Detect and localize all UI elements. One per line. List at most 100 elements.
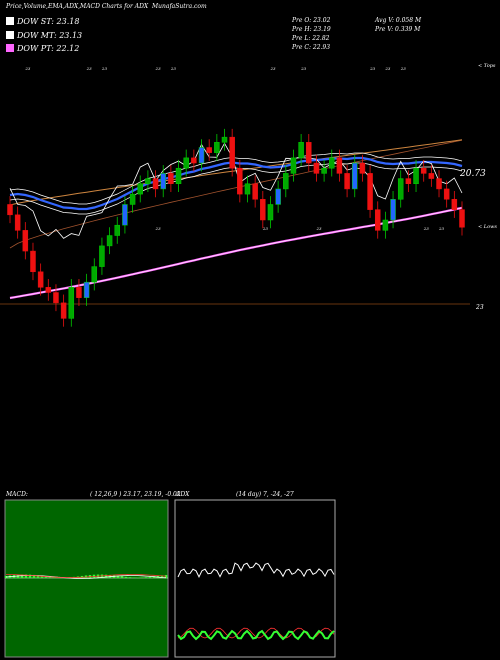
candle-body	[283, 173, 289, 190]
tops-label: < Tops	[478, 63, 496, 69]
top-marker: 23	[384, 66, 391, 71]
top-marker: 23	[369, 66, 376, 71]
candle-body	[252, 183, 258, 200]
candle-body	[275, 188, 281, 205]
candle-body	[168, 173, 174, 184]
adx-line	[177, 562, 335, 579]
top-marker: 23	[170, 66, 177, 71]
candle-body	[336, 157, 343, 174]
candle-body	[397, 178, 404, 200]
ohlc-low: Pre L: 22.82	[292, 35, 330, 42]
candle-body	[30, 250, 36, 273]
candle-body	[214, 142, 220, 153]
chart-header: Price,Volume,EMA,ADX,MACD Charts for ADX…	[6, 3, 207, 10]
candle-body	[45, 287, 52, 293]
candle-body	[298, 142, 304, 159]
candle-body	[390, 199, 396, 221]
candle-body	[206, 147, 212, 153]
candle-body	[321, 167, 327, 174]
legend-st: DOW ST: 23.18	[6, 17, 79, 26]
low-marker: 23	[315, 226, 322, 231]
candle-body	[122, 204, 128, 226]
ohlc-high: Pre H: 23.19	[292, 26, 331, 33]
ema-long-overlay	[9, 207, 463, 299]
top-marker: 23	[24, 66, 31, 71]
low-marker: 23	[423, 226, 430, 231]
candle-body	[191, 157, 197, 164]
ema-band-upper	[9, 152, 463, 205]
candle-body	[244, 183, 251, 195]
chart-title: Price,Volume,EMA,ADX,MACD Charts for ADX	[6, 3, 149, 10]
candle-body	[267, 204, 274, 221]
candle-body	[145, 178, 151, 184]
top-marker: 23	[155, 66, 162, 71]
candle-body	[351, 162, 358, 190]
trend-line-high	[9, 139, 463, 206]
top-marker: 23	[400, 66, 407, 71]
legend-pt: DOW PT: 22.12	[6, 44, 79, 53]
candle-body	[129, 193, 136, 205]
candle-body	[53, 292, 59, 304]
candle-body	[237, 167, 243, 195]
short-term-line	[9, 142, 463, 239]
low-marker: 23	[155, 226, 162, 231]
candle-body	[405, 178, 412, 184]
candle-body	[451, 199, 458, 210]
candle-body	[428, 173, 435, 179]
legend-swatch-mt	[6, 31, 14, 39]
candle-body	[413, 167, 419, 184]
adx-plus-di-line	[177, 629, 335, 641]
ema-band-lower	[9, 162, 463, 215]
ohlc-avg-volume: Avg V: 0.058 M	[375, 17, 422, 24]
site-name: MunafaSutra.com	[152, 3, 207, 10]
candle-body	[359, 162, 366, 174]
legend-swatch-pt	[6, 44, 14, 52]
ema-fast-line	[9, 156, 463, 211]
candle-body	[22, 230, 29, 252]
low-marker: 23	[438, 226, 445, 231]
candle-body	[367, 173, 373, 210]
legend-st-label: DOW ST: 23.18	[17, 17, 80, 26]
candle-body	[83, 281, 90, 298]
candle-body	[290, 157, 297, 174]
candle-body	[160, 173, 166, 190]
candle-body	[420, 167, 427, 174]
legend-mt-label: DOW MT: 23.13	[17, 31, 83, 40]
adx-title: ADX	[176, 491, 190, 498]
candle-body	[459, 209, 465, 228]
candle-body	[68, 287, 75, 319]
candle-body	[306, 142, 312, 164]
candle-body	[99, 245, 105, 267]
ohlc-close: Pre C: 22.93	[292, 44, 331, 51]
ohlc-prev-volume: Pre V: 0.339 M	[375, 26, 421, 33]
candle-body	[7, 204, 13, 216]
candle-body	[221, 136, 228, 143]
macd-title: MACD:	[6, 491, 28, 498]
candle-body	[152, 178, 159, 190]
candle-body	[443, 188, 450, 200]
candle-body	[436, 178, 442, 190]
legend-pt-label: DOW PT: 22.12	[17, 44, 80, 53]
candle-body	[198, 147, 205, 164]
candle-body	[60, 302, 67, 319]
candle-body	[183, 157, 189, 169]
macd-params: ( 12,26,9 ) 23.17, 23.19, -0.02	[90, 491, 181, 498]
macd-signal-line	[6, 574, 167, 578]
lows-label: < Lows	[478, 224, 497, 230]
candle-body	[37, 271, 44, 288]
candle-body	[106, 235, 113, 247]
top-marker: 23	[86, 66, 93, 71]
low-marker: 23	[262, 226, 269, 231]
candle-body	[329, 157, 335, 169]
candle-body	[137, 183, 143, 195]
candle-body	[14, 214, 21, 231]
legend-swatch-st	[6, 17, 14, 25]
ohlc-open: Pre O: 23.02	[292, 17, 331, 24]
candle-body	[382, 219, 389, 231]
ema-value-label: 20.73	[460, 169, 486, 179]
candle-body	[313, 162, 320, 174]
top-marker: 23	[101, 66, 108, 71]
candle-body	[229, 136, 235, 169]
price-ref-label: 23	[476, 304, 484, 311]
